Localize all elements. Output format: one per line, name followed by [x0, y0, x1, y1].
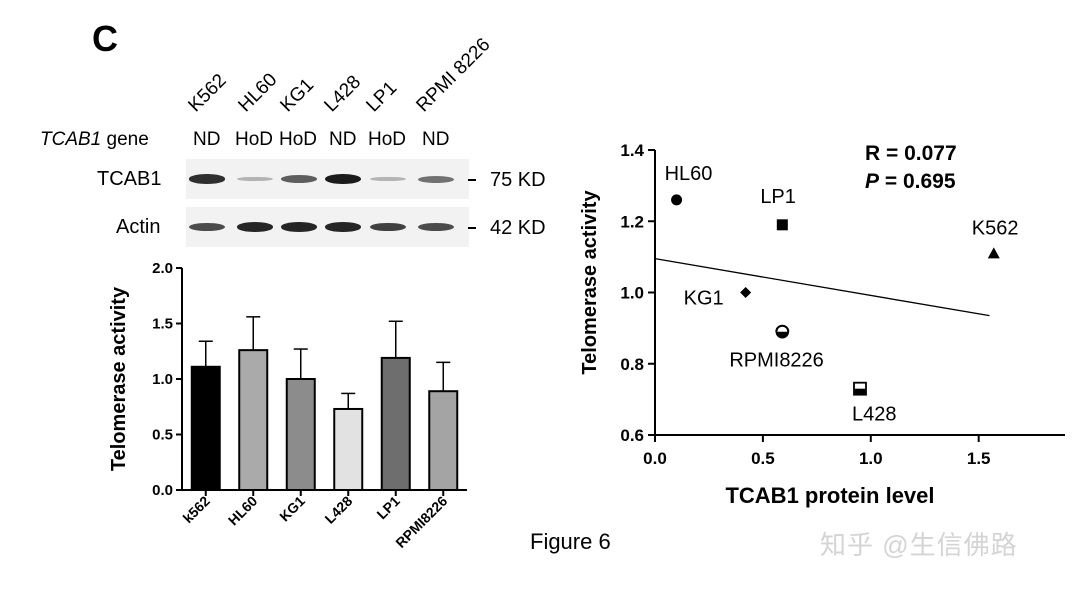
x-tick-label-k562: k562 — [180, 493, 213, 526]
point-rpmi8226 — [775, 324, 790, 339]
lane-label-3: KG1 — [276, 74, 319, 117]
bar-k562 — [190, 365, 221, 491]
bar-kg1 — [285, 378, 316, 491]
band-6 — [418, 175, 454, 183]
genotype-6: ND — [422, 129, 450, 150]
size-label-2: 42 KD — [490, 217, 546, 239]
figure-caption: Figure 6 — [530, 529, 611, 554]
x-tick-label-2: 0.5 — [751, 449, 775, 468]
band-5 — [370, 176, 406, 182]
bar-chart: 0.0 0.5 1.0 1.5 2.0 Telomerase activity k562 HL… — [108, 260, 467, 551]
bar-lp1 — [380, 356, 411, 491]
y-tick-label-1: 0.0 — [152, 482, 173, 499]
point-rpmi8226-fill — [776, 331, 789, 338]
genotype-3: HoD — [279, 129, 318, 150]
gene-name: TCAB1 — [40, 129, 102, 150]
x-tick-label-lp1: LP1 — [373, 493, 403, 523]
lane-label-2: HL60 — [234, 69, 282, 117]
x-tick-label-kg1: KG1 — [276, 493, 308, 525]
point-kg1 — [740, 287, 752, 298]
point-label-hl60: HL60 — [665, 163, 713, 185]
blot-actin — [186, 207, 469, 247]
p-value: = 0.695 — [879, 170, 956, 193]
point-label-lp1: LP1 — [760, 186, 796, 208]
p-symbol: P — [865, 170, 880, 193]
x-tick-label-hl60: HL60 — [225, 493, 261, 529]
point-label-rpmi8226: RPMI8226 — [729, 350, 824, 372]
y-tick-label-4: 1.5 — [152, 316, 173, 333]
band-1 — [189, 174, 225, 184]
lane-label-6: RPMI 8226 — [412, 34, 495, 117]
x-tick-label-4: 1.5 — [967, 449, 991, 468]
point-k562 — [987, 247, 1000, 259]
band-4 — [325, 174, 361, 184]
size-tick-1 — [468, 179, 476, 181]
size-label-1: 75 KD — [490, 169, 546, 191]
y-axis-title: Telomerase activity — [108, 286, 130, 471]
watermark: 知乎 @生信佛路 — [820, 530, 1018, 560]
y-tick-label-2: 0.5 — [152, 427, 173, 444]
scatter-chart: 0.6 0.8 1.0 1.2 1.4 0.0 0.5 1.0 1.5 TCAB1 protein… — [579, 141, 1065, 508]
lane-label-4: L428 — [320, 71, 366, 117]
band-5 — [370, 222, 406, 232]
genotype-1: ND — [193, 129, 221, 150]
point-lp1 — [776, 219, 788, 231]
band-2 — [237, 176, 273, 182]
trend-line — [654, 258, 990, 317]
y-tick-label-2: 0.8 — [620, 355, 644, 374]
y-tick-label-3: 1.0 — [620, 284, 644, 303]
y-tick-label-4: 1.2 — [620, 212, 644, 231]
gene-suffix: gene — [101, 129, 149, 150]
bar-rpmi8226 — [428, 390, 459, 492]
x-tick-label-rpmi8226: RPMI8226 — [392, 493, 450, 551]
genotype-5: HoD — [368, 129, 407, 150]
r-annotation: R = 0.077 — [865, 142, 957, 165]
x-tick-label-3: 1.0 — [859, 449, 883, 468]
y-tick-label-5: 1.4 — [620, 141, 644, 160]
bar-hl60 — [238, 349, 269, 491]
size-tick-2 — [468, 227, 476, 229]
band-1 — [189, 222, 225, 232]
x-tick-label-l428: L428 — [321, 493, 355, 527]
y-axis-title: Telomerase activity — [579, 190, 601, 375]
point-l428 — [853, 381, 867, 396]
x-axis-title: TCAB1 protein level — [725, 483, 934, 508]
y-tick-label-1: 0.6 — [620, 426, 644, 445]
band-4 — [325, 222, 361, 232]
lane-label-5: LP1 — [362, 77, 402, 117]
blot-label-actin: Actin — [116, 216, 161, 238]
y-tick-label-3: 1.0 — [152, 371, 173, 388]
point-hl60 — [671, 194, 683, 206]
bar-l428 — [333, 407, 364, 491]
genotype-4: ND — [329, 129, 357, 150]
panel-letter: C — [92, 18, 118, 59]
blot-label-tcab1: TCAB1 — [97, 168, 162, 190]
band-3 — [281, 175, 317, 183]
band-6 — [418, 222, 454, 232]
lane-label-1: K562 — [184, 70, 231, 117]
gene-label: TCAB1 gene — [40, 129, 149, 151]
band-2 — [237, 222, 273, 232]
band-3 — [281, 222, 317, 232]
point-l428-fill — [854, 388, 866, 395]
point-rpmi8226-top — [775, 324, 790, 332]
y-tick-label-5: 2.0 — [152, 260, 173, 277]
point-label-k562: K562 — [972, 217, 1019, 239]
point-label-kg1: KG1 — [684, 288, 724, 310]
x-tick-label-1: 0.0 — [643, 449, 667, 468]
p-annotation: P = 0.695 — [865, 170, 956, 193]
blot-tcab1 — [186, 159, 469, 199]
genotype-2: HoD — [235, 129, 274, 150]
point-label-l428: L428 — [852, 404, 897, 426]
